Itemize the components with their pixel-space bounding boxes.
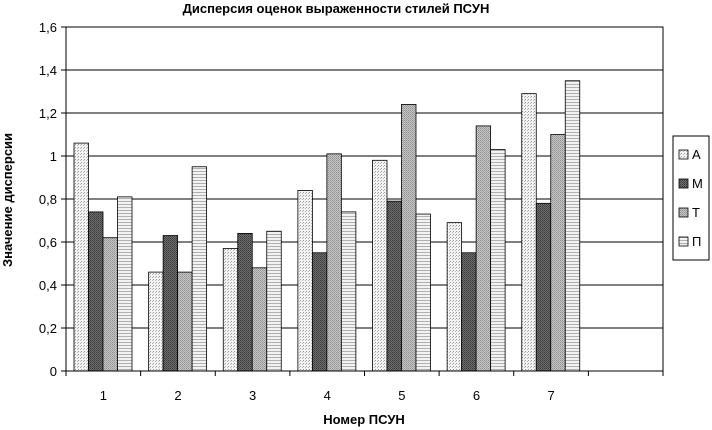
bars [73,80,581,372]
bar-1-cat-1 [73,142,89,372]
bar-4-cat-1 [117,196,133,372]
x-tick-label: 5 [398,388,405,403]
x-tick-label: 6 [473,388,480,403]
bar-4-cat-2 [191,166,208,372]
x-tick-label: 7 [547,388,554,403]
bar-3-cat-6 [475,125,492,372]
x-axis-title: Номер ПСУН [323,412,405,427]
bar-1-cat-5 [372,159,388,372]
bar-2-cat-3 [237,232,253,372]
y-tick-label: 1 [50,149,57,164]
chart-title: Дисперсия оценок выраженности стилей ПСУ… [183,1,490,16]
bar-3-cat-1 [102,237,118,372]
legend-label: Т [692,205,700,220]
bar-2-cat-5 [386,200,402,372]
bar-2-cat-1 [88,211,104,372]
bar-3-cat-2 [177,271,193,372]
bar-3-cat-4 [326,153,342,372]
bar-2-cat-7 [535,202,552,372]
bar-4-cat-3 [266,230,282,372]
x-tick-label: 2 [174,388,181,403]
bar-4-cat-5 [415,213,431,372]
legend-label: М [692,176,703,191]
y-axis-title: Значение дисперсии [0,133,15,267]
x-axis-ticks: 1 2 3 4 5 6 7 [65,371,664,403]
x-tick-label: 4 [324,388,331,403]
legend-swatch [678,236,689,247]
y-tick-label: 0 [50,364,57,379]
x-tick-label: 1 [100,388,107,403]
bar-4-cat-7 [564,80,581,372]
y-tick-label: 0,4 [39,278,57,293]
y-tick-label: 0,8 [39,192,57,207]
bar-3-cat-5 [401,104,417,372]
bar-3-cat-3 [251,267,268,372]
bar-1-cat-4 [297,189,313,372]
bar-4-cat-6 [490,149,506,372]
y-tick-label: 1,4 [39,63,57,78]
bar-2-cat-6 [461,252,477,372]
y-tick-label: 0,2 [39,321,57,336]
legend-swatch [678,207,689,218]
legend-label: А [692,147,701,162]
x-tick-label: 3 [249,388,256,403]
bar-1-cat-6 [446,222,463,372]
bar-1-cat-2 [148,271,164,372]
legend-label: П [692,234,701,249]
y-tick-label: 0,6 [39,235,57,250]
bar-1-cat-7 [521,93,537,372]
y-tick-label: 1,2 [39,106,57,121]
bar-1-cat-3 [222,248,239,372]
legend-swatch [678,178,689,189]
bar-3-cat-7 [550,134,566,372]
y-axis-ticks: 0 0,2 0,4 0,6 0,8 1 1,2 1,4 1,6 [39,20,66,379]
bar-2-cat-2 [162,235,179,372]
y-tick-label: 1,6 [39,20,57,35]
bar-2-cat-4 [311,252,328,372]
bar-4-cat-4 [340,211,357,372]
legend-swatch [678,149,689,160]
legend-box [672,135,710,261]
